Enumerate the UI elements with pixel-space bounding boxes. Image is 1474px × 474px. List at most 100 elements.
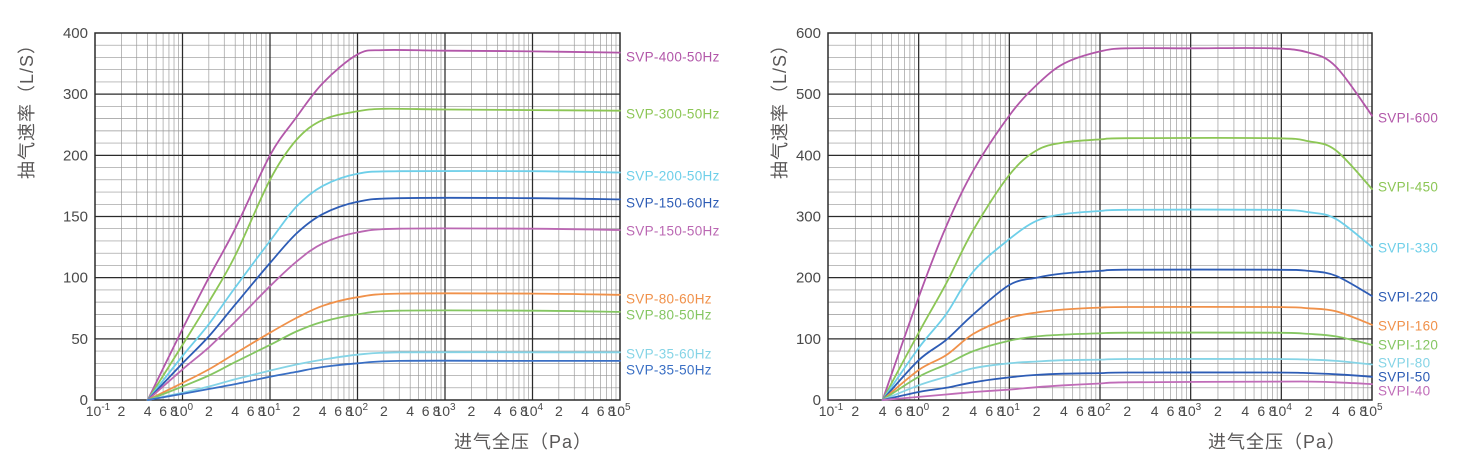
curve-label-svp-150-60hz: SVP-150-60Hz: [626, 196, 720, 211]
x-tick-label-minor: 4: [494, 403, 502, 419]
curve-label-svp-150-50hz: SVP-150-50Hz: [626, 224, 720, 239]
plot-border: [827, 32, 1373, 401]
y-tick-labels: 0 50 100 150 200 300 400: [63, 25, 88, 409]
curve-svp-200-50hz: [146, 170, 621, 401]
x-tick-label-minor: 4: [581, 403, 589, 419]
y-tick-label: 500: [796, 86, 821, 103]
x-tick-label-decade: 100: [908, 402, 930, 419]
y-tick-label: 150: [63, 209, 88, 226]
x-tick-label-minor: 8: [170, 403, 178, 419]
right-chart-x-axis-title: 进气全压（Pa）: [1207, 432, 1347, 452]
x-tick-label-minor: 4: [1332, 403, 1340, 419]
x-tick-label-minor: 4: [1060, 403, 1068, 419]
x-tick-label-minor: 4: [969, 403, 977, 419]
x-tick-label-minor: 8: [345, 403, 353, 419]
curve-label-svp-200-50hz: SVP-200-50Hz: [626, 169, 720, 184]
x-tick-label-minor: 4: [231, 403, 239, 419]
curve-svpi-220: [881, 268, 1373, 401]
curve-svp-80-60hz: [146, 292, 621, 401]
x-tick-label-decade: 102: [1089, 402, 1111, 419]
x-tick-label-minor: 2: [380, 403, 388, 419]
x-tick-label-minor: 6: [334, 403, 342, 419]
curve-svp-35-50hz: [146, 359, 621, 401]
x-tick-label-minor: 2: [851, 403, 859, 419]
curve-label-svpi-50: SVPI-50: [1378, 370, 1430, 385]
x-tick-label-minor: 4: [144, 403, 152, 419]
curve-labels: SVP-400-50Hz SVP-300-50Hz SVP-200-50Hz SVP-…: [626, 50, 720, 378]
curve-svp-150-60hz: [146, 196, 621, 401]
y-tick-label: 300: [63, 86, 88, 103]
x-tick-label-minor: 4: [879, 403, 887, 419]
x-tick-label-decade: 103: [434, 402, 456, 419]
grid-major: [95, 33, 620, 400]
curve-svp-80-50hz: [146, 309, 621, 401]
x-tick-label-minor: 6: [247, 403, 255, 419]
x-tick-label-minor: 8: [997, 403, 1005, 419]
y-tick-label: 600: [796, 25, 821, 42]
x-tick-label-minor: 2: [292, 403, 300, 419]
x-tick-label-minor: 8: [1087, 403, 1095, 419]
x-tick-label-minor: 8: [906, 403, 914, 419]
curve-svp-35-60hz: [146, 351, 621, 401]
x-tick-label-minor: 4: [319, 403, 327, 419]
curve-svp-400-50hz: [146, 49, 621, 401]
left-chart-x-axis-title: 进气全压（Pa）: [453, 432, 593, 452]
plot-border: [94, 32, 621, 401]
curve-svpi-80: [881, 358, 1373, 401]
curve-label-svpi-330: SVPI-330: [1378, 241, 1438, 256]
y-tick-label: 300: [796, 209, 821, 226]
curve-labels: SVPI-600 SVPI-450 SVPI-330 SVPI-220 SVPI-160…: [1378, 111, 1438, 399]
curve-svpi-120: [881, 331, 1373, 401]
x-tick-label-minor: 6: [159, 403, 167, 419]
x-tick-label-minor: 4: [1151, 403, 1159, 419]
curve-label-svpi-160: SVPI-160: [1378, 319, 1438, 334]
x-tick-label-minor: 4: [1241, 403, 1249, 419]
x-tick-label-minor: 8: [258, 403, 266, 419]
x-tick-label-minor: 6: [985, 403, 993, 419]
x-tick-label-minor: 6: [422, 403, 430, 419]
x-tick-label-minor: 8: [1359, 403, 1367, 419]
curve-label-svp-400-50hz: SVP-400-50Hz: [626, 50, 720, 65]
curve-label-svp-80-60hz: SVP-80-60Hz: [626, 292, 712, 307]
curve-svpi-450: [881, 137, 1373, 401]
x-tick-label-decade: 104: [1271, 402, 1293, 419]
x-tick-label-minor: 4: [406, 403, 414, 419]
curve-label-svpi-220: SVPI-220: [1378, 290, 1438, 305]
x-tick-label-decade: 10-1: [86, 402, 111, 419]
x-tick-label-minor: 8: [608, 403, 616, 419]
curve-label-svp-80-50hz: SVP-80-50Hz: [626, 308, 712, 323]
x-tick-label-minor: 2: [205, 403, 213, 419]
x-tick-label-decade: 105: [1361, 402, 1383, 419]
right-chart-y-axis-title: 抽气速率（L/S）: [770, 34, 790, 180]
x-tick-label-decade: 101: [259, 402, 281, 419]
x-tick-label-minor: 2: [1305, 403, 1313, 419]
y-tick-label: 0: [80, 392, 88, 409]
x-tick-label-minor: 2: [1123, 403, 1131, 419]
x-tick-label-minor: 8: [520, 403, 528, 419]
x-tick-label-decade: 101: [999, 402, 1021, 419]
x-tick-label-minor: 2: [117, 403, 125, 419]
x-tick-label-decade: 104: [522, 402, 544, 419]
y-tick-label: 400: [796, 147, 821, 164]
y-tick-label: 200: [796, 270, 821, 287]
x-tick-label-minor: 6: [509, 403, 517, 419]
curve-svp-150-50hz: [146, 227, 621, 401]
curve-label-svpi-40: SVPI-40: [1378, 384, 1430, 399]
x-tick-label-minor: 6: [1076, 403, 1084, 419]
curve-label-svpi-120: SVPI-120: [1378, 338, 1438, 353]
x-tick-label-minor: 8: [433, 403, 441, 419]
curve-label-svpi-600: SVPI-600: [1378, 111, 1438, 126]
x-tick-label-minor: 2: [467, 403, 475, 419]
x-tick-label-decade: 10-1: [819, 402, 844, 419]
curve-svpi-330: [881, 208, 1373, 401]
left-chart-y-axis-title: 抽气速率（L/S）: [17, 34, 37, 180]
y-tick-label: 100: [796, 331, 821, 348]
curve-svpi-50: [881, 371, 1373, 401]
y-tick-label: 0: [813, 392, 821, 409]
